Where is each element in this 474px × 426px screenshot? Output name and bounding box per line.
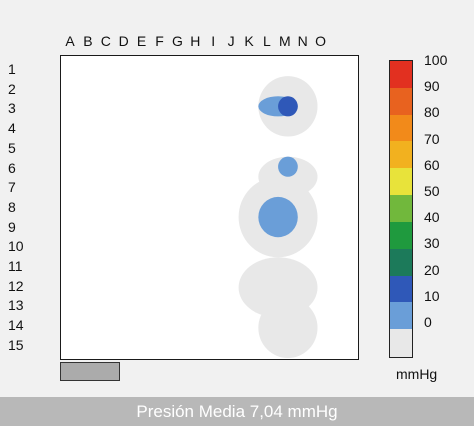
pressure-map-svg [238,76,318,358]
colorbar-segment [390,195,412,223]
column-label: M [278,33,291,49]
column-label: K [244,33,254,49]
mean-pressure-text: Presión Media 7,04 mmHg [136,401,338,421]
colorbar-segment [390,87,412,116]
row-label: 12 [8,277,24,294]
colorbar-tick-label: 80 [424,104,440,121]
pressure-zone [258,297,318,358]
colorbar-segment [390,114,412,143]
row-label: 3 [8,100,16,117]
row-label: 8 [8,198,16,215]
colorbar-tick-label: 60 [424,156,440,173]
colorbar-tick-label: 70 [424,130,440,147]
colorbar-tick-label: 90 [424,78,440,95]
column-label: N [297,33,308,49]
column-label: G [171,33,183,49]
column-label: L [262,33,271,49]
row-label: 2 [8,80,16,97]
column-label: C [100,33,111,49]
row-label: 15 [8,336,24,353]
colorbar-tick-label: 20 [424,261,440,278]
colorbar-segment [390,302,412,331]
row-label: 7 [8,179,16,196]
row-label: 14 [8,317,24,334]
colorbar-segment [390,275,412,304]
colorbar-segment [390,168,412,197]
colorbar-tick-label: 50 [424,183,440,199]
colorbar-tick-label: 100 [424,52,448,68]
column-label: J [227,33,235,49]
column-label: I [211,33,216,49]
row-label: 9 [8,218,16,235]
colorbar-unit-label: mmHg [396,366,438,382]
pressure-zone [278,156,298,177]
colorbar-segment [390,329,412,357]
pressure-map-plot [60,55,359,360]
pressure-zone [258,196,298,238]
row-label: 11 [8,258,23,274]
row-label: 4 [8,120,16,137]
column-label: H [190,33,201,49]
row-label: 5 [8,139,16,156]
navigator-box[interactable] [60,362,120,381]
column-label: B [83,33,93,49]
colorbar [389,60,413,358]
pressure-zone [278,96,298,117]
footer-bar: Presión Media 7,04 mmHg [0,397,474,426]
column-label: F [155,33,164,49]
row-label: 1 [8,61,16,77]
colorbar-segment [390,221,412,250]
column-label: A [65,33,75,49]
colorbar-tick-label: 30 [424,235,440,252]
colorbar-segment [390,61,412,89]
colorbar-tick-label: 40 [424,209,440,226]
column-label: E [136,33,147,49]
row-label: 6 [8,159,16,176]
row-label: 10 [8,238,24,255]
row-label: 13 [8,297,24,314]
column-label: D [118,33,129,49]
colorbar-segment [390,141,412,170]
colorbar-tick-label: 10 [424,287,440,304]
colorbar-tick-label: 0 [424,314,432,330]
colorbar-segment [390,248,412,277]
column-label: O [315,33,327,49]
